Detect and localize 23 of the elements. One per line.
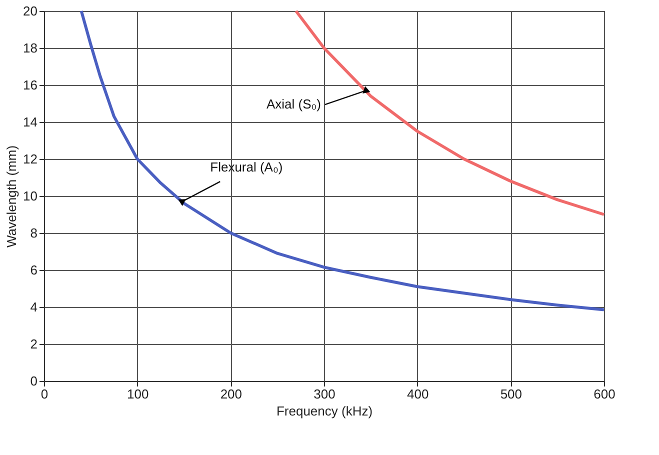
x-tick-label: 200 <box>220 386 242 402</box>
y-tick-label: 2 <box>30 336 38 352</box>
y-tick-label: 16 <box>23 78 38 92</box>
annotation: Axial (S₀) <box>266 96 321 112</box>
x-tick-label: 600 <box>594 386 616 402</box>
y-tick-label: 4 <box>30 300 38 314</box>
line-series <box>80 10 606 312</box>
y-axis-title: Wavelength (mm) <box>4 145 20 248</box>
x-tick-label: 400 <box>406 386 429 402</box>
y-tick-label: 18 <box>23 40 38 56</box>
y-tick-label: 14 <box>23 114 38 130</box>
x-tick-label: 0 <box>40 386 48 402</box>
line-series <box>294 10 606 216</box>
x-axis-title: Frequency (kHz) <box>276 404 373 418</box>
x-tick-label: 100 <box>126 386 149 402</box>
x-tick-label: 300 <box>314 386 336 402</box>
y-tick-label: 8 <box>30 226 38 240</box>
y-tick-label: 12 <box>23 152 38 166</box>
y-tick-label: 10 <box>23 188 38 204</box>
y-tick-label: 20 <box>23 4 38 18</box>
x-tick-label: 500 <box>500 386 522 402</box>
y-tick-label: 6 <box>30 262 38 278</box>
y-tick-label: 0 <box>30 374 38 388</box>
